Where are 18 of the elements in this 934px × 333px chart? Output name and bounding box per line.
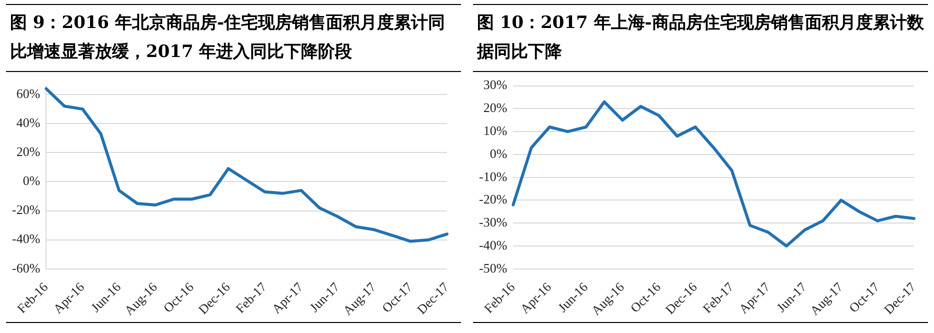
y-tick-label: -60% <box>12 260 40 276</box>
y-tick-label: -50% <box>478 260 508 276</box>
y-tick-label: -10% <box>478 168 508 184</box>
y-tick-label: 0% <box>490 146 508 161</box>
y-tick-label: -20% <box>478 192 508 207</box>
y-tick-label: 0% <box>22 173 40 188</box>
y-tick-label: 20% <box>483 100 508 116</box>
y-tick-label: 40% <box>16 115 40 130</box>
y-tick-label: -40% <box>12 231 40 246</box>
y-tick-label: -20% <box>12 202 40 218</box>
y-tick-label: 30% <box>483 77 508 92</box>
y-tick-label: -30% <box>478 214 508 230</box>
y-tick-label: 10% <box>483 122 508 138</box>
chart-title: 图 9：2016 年北京商品房-住宅现房销售面积月度累计同比增速显著放缓，2017 年进入同比下降阶段 <box>6 4 461 72</box>
y-tick-label: 20% <box>16 144 40 160</box>
y-tick-label: -40% <box>478 237 508 252</box>
y-tick-label: 60% <box>16 86 40 101</box>
chart-title: 图 10：2017 年上海-商品房住宅现房销售面积月度累计数据同比下降 <box>473 4 928 72</box>
